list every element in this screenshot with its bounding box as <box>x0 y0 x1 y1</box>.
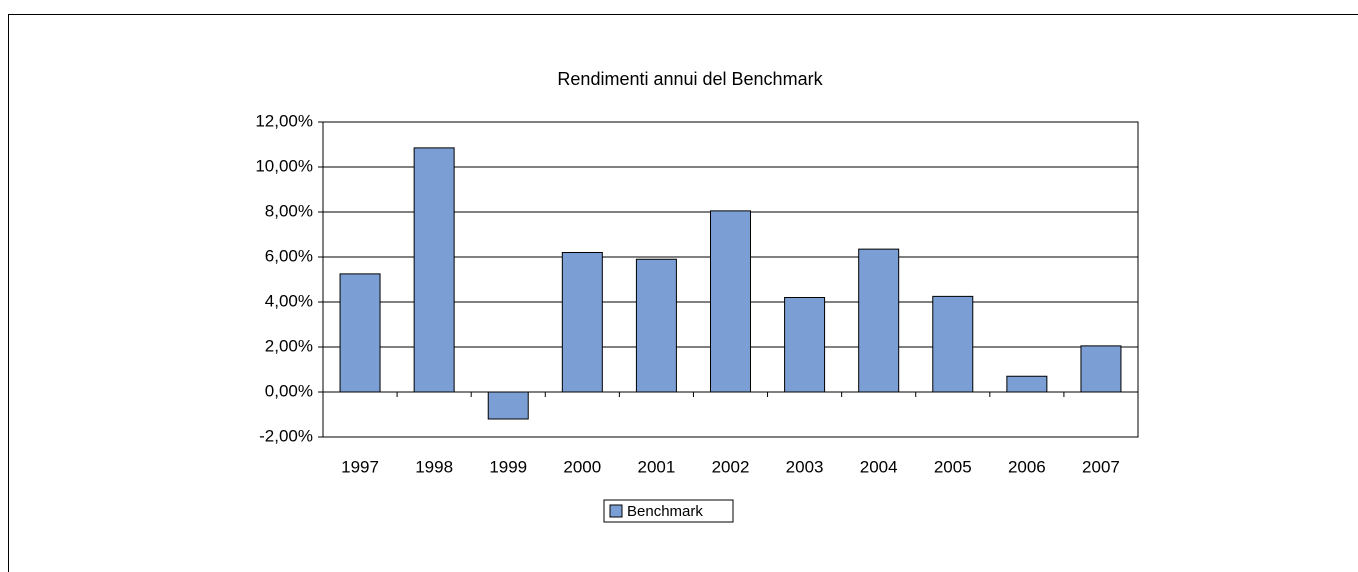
y-tick-label: 6,00% <box>265 246 313 265</box>
bar <box>413 147 455 393</box>
x-tick-label: 2001 <box>637 457 675 476</box>
x-tick-label: 2002 <box>712 457 750 476</box>
bar <box>1006 375 1048 393</box>
x-tick-label: 2004 <box>860 457 898 476</box>
bar <box>858 248 900 393</box>
bar <box>1080 345 1122 393</box>
x-tick-label: 1999 <box>489 457 527 476</box>
y-tick-label: 4,00% <box>265 291 313 310</box>
chart-title: Rendimenti annui del Benchmark <box>557 69 823 89</box>
y-tick-label: 8,00% <box>265 201 313 220</box>
y-tick-label: 12,00% <box>255 111 313 130</box>
bar <box>487 391 529 420</box>
bar <box>635 258 677 393</box>
legend-swatch <box>609 504 623 518</box>
y-tick-label: 10,00% <box>255 156 313 175</box>
x-tick-label: 2006 <box>1008 457 1046 476</box>
bar <box>339 273 381 393</box>
x-tick-label: 2007 <box>1082 457 1120 476</box>
bar <box>932 295 974 393</box>
bar <box>784 297 826 393</box>
legend-label: Benchmark <box>627 503 703 520</box>
bar <box>710 210 751 393</box>
y-tick-label: -2,00% <box>259 426 313 445</box>
y-tick-label: 0,00% <box>265 381 313 400</box>
legend-box <box>603 499 734 523</box>
plot-area <box>322 121 1139 438</box>
x-tick-label: 2000 <box>563 457 601 476</box>
x-tick-label: 1997 <box>341 457 379 476</box>
bar <box>561 252 603 393</box>
x-tick-label: 2003 <box>786 457 824 476</box>
x-tick-label: 2005 <box>934 457 972 476</box>
chart-frame <box>8 14 1358 572</box>
x-tick-label: 1998 <box>415 457 453 476</box>
y-tick-label: 2,00% <box>265 336 313 355</box>
